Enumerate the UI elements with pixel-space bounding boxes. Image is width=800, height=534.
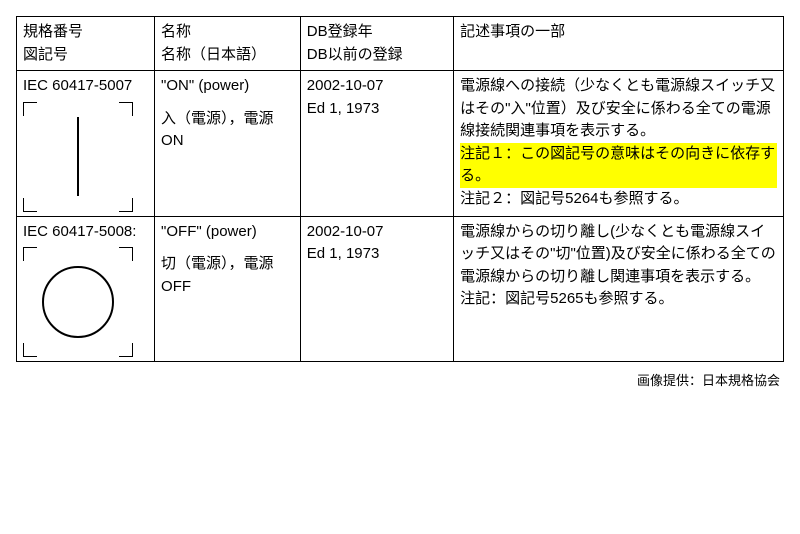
header-col2-line2: 名称（日本語） [161,44,294,67]
db-before: Ed 1, 1973 [307,98,447,121]
name-en: "ON" (power) [161,75,294,98]
cell-name: "OFF" (power) 切（電源），電源OFF [155,216,301,362]
header-col1: 規格番号 図記号 [17,17,155,71]
header-col1-line2: 図記号 [23,44,148,67]
desc-note2: 注記２：図記号5264も参照する。 [460,188,777,211]
std-number: IEC 60417-5008: [23,221,148,244]
header-col3-line1: DB登録年 [307,21,447,44]
table-body: IEC 60417-5007 "ON" (power) 入（電源），電源ON 2… [17,71,784,362]
header-col4-line1: 記述事項の一部 [460,21,777,44]
header-col2: 名称 名称（日本語） [155,17,301,71]
db-year: 2002-10-07 [307,75,447,98]
cell-desc: 電源線からの切り離し(少なくとも電源線スイッチ又はその"切"位置)及び安全に係わ… [454,216,784,362]
db-before: Ed 1, 1973 [307,243,447,266]
header-col3: DB登録年 DB以前の登録 [300,17,453,71]
cell-name: "ON" (power) 入（電源），電源ON [155,71,301,217]
desc-main: 電源線からの切り離し(少なくとも電源線スイッチ又はその"切"位置)及び安全に係わ… [460,221,777,289]
header-col2-line1: 名称 [161,21,294,44]
cell-std: IEC 60417-5008: [17,216,155,362]
cell-desc: 電源線への接続（少なくとも電源線スイッチ又はその"入"位置）及び安全に係わる全て… [454,71,784,217]
name-en: "OFF" (power) [161,221,294,244]
std-number: IEC 60417-5007 [23,75,148,98]
header-col1-line1: 規格番号 [23,21,148,44]
header-col3-line2: DB以前の登録 [307,44,447,67]
db-year: 2002-10-07 [307,221,447,244]
standards-table: 規格番号 図記号 名称 名称（日本語） DB登録年 DB以前の登録 記述事項の一… [16,16,784,362]
header-col4: 記述事項の一部 [454,17,784,71]
header-row: 規格番号 図記号 名称 名称（日本語） DB登録年 DB以前の登録 記述事項の一… [17,17,784,71]
desc-note1: 注記１：この図記号の意味はその向きに依存する。 [460,143,777,188]
table-row: IEC 60417-5007 "ON" (power) 入（電源），電源ON 2… [17,71,784,217]
cell-db: 2002-10-07 Ed 1, 1973 [300,71,453,217]
desc-main: 電源線への接続（少なくとも電源線スイッチ又はその"入"位置）及び安全に係わる全て… [460,75,777,143]
cell-db: 2002-10-07 Ed 1, 1973 [300,216,453,362]
desc-note1: 注記：図記号5265も参照する。 [460,288,777,311]
cell-std: IEC 60417-5007 [17,71,155,217]
name-jp: 切（電源），電源OFF [161,253,294,298]
symbol-off-icon [23,247,133,357]
name-jp: 入（電源），電源ON [161,108,294,153]
symbol-on-icon [23,102,133,212]
image-credit: 画像提供：日本規格協会 [16,370,784,389]
table-row: IEC 60417-5008: "OFF" (power) 切（電源），電源OF… [17,216,784,362]
